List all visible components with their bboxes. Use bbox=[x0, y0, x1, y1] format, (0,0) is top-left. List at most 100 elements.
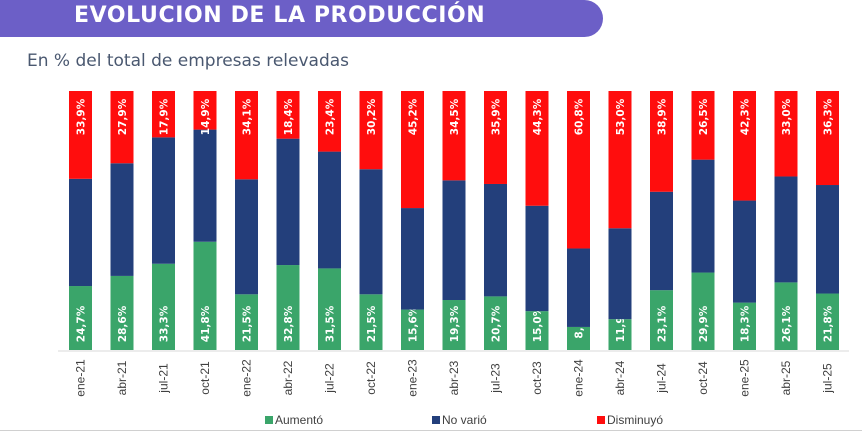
x-tick-label-abr-23: abr-23 bbox=[447, 360, 461, 395]
data-label-disminuyo-jul-22: 23,4% bbox=[325, 98, 337, 135]
bar-segment-aumento-oct-22 bbox=[359, 294, 383, 350]
data-label-aumento-ene-25: 18,3% bbox=[740, 305, 752, 342]
data-label-disminuyo-ene-22: 34,1% bbox=[242, 98, 254, 135]
bar-segment-no-vario-ene-22 bbox=[235, 179, 258, 295]
data-label-disminuyo-oct-21: 14,9% bbox=[200, 98, 212, 135]
bar-segment-no-vario-ene-21 bbox=[69, 178, 92, 287]
title-banner: EVOLUCION DE LA PRODUCCIÓN bbox=[0, 0, 603, 37]
bar-segment-no-vario-jul-25 bbox=[816, 185, 839, 294]
bar-segment-disminuyo-ene-23 bbox=[401, 91, 424, 209]
bar-segment-no-vario-abr-25 bbox=[774, 176, 798, 283]
bar-segment-disminuyo-jul-25 bbox=[816, 91, 839, 186]
data-label-aumento-jul-25: 21,8% bbox=[823, 305, 835, 342]
legend-item-no-vario: No varió bbox=[432, 413, 487, 427]
data-label-aumento-abr-25: 26,1% bbox=[781, 305, 793, 342]
bar-segment-disminuyo-oct-21 bbox=[193, 91, 217, 130]
bar-segment-disminuyo-abr-21 bbox=[110, 91, 134, 164]
data-label-aumento-oct-24: 29,9% bbox=[698, 305, 710, 342]
legend-label-no-vario: No varió bbox=[442, 413, 487, 427]
x-tick-label-abr-21: abr-21 bbox=[115, 360, 129, 395]
bar-segment-no-vario-abr-24 bbox=[608, 228, 632, 320]
bar-segment-aumento-ene-23 bbox=[401, 309, 424, 350]
bar-segment-no-vario-abr-22 bbox=[276, 138, 300, 266]
bar-segment-disminuyo-oct-24 bbox=[691, 91, 715, 160]
data-label-disminuyo-abr-23: 34,5% bbox=[449, 98, 461, 135]
legend-swatch-disminuyo bbox=[597, 416, 605, 424]
bar-segment-disminuyo-ene-25 bbox=[733, 91, 756, 201]
bar-segment-no-vario-abr-21 bbox=[110, 163, 134, 276]
bar-segment-aumento-oct-21 bbox=[193, 241, 217, 350]
bar-segment-disminuyo-ene-24 bbox=[567, 91, 590, 249]
bars-group: 24,7% 33,9% 28,6% 27,9% 33,3% 17,9% 41,8% 14,9%… bbox=[69, 91, 839, 350]
x-tick-label-jul-22: jul-22 bbox=[323, 363, 337, 394]
legend-item-aumento: Aumentó bbox=[265, 413, 323, 427]
bar-segment-disminuyo-jul-24 bbox=[650, 91, 673, 192]
data-label-aumento-abr-21: 28,6% bbox=[117, 305, 129, 342]
bar-segment-disminuyo-jul-21 bbox=[152, 91, 175, 138]
x-tick-label-oct-24: oct-24 bbox=[696, 361, 710, 395]
data-label-disminuyo-jul-25: 36,3% bbox=[823, 98, 835, 135]
bar-segment-disminuyo-jul-23 bbox=[484, 91, 507, 184]
bar-segment-disminuyo-ene-22 bbox=[235, 91, 258, 180]
bar-segment-no-vario-jul-23 bbox=[484, 183, 507, 297]
bar-segment-aumento-oct-24 bbox=[691, 272, 715, 350]
data-label-aumento-ene-21: 24,7% bbox=[76, 305, 88, 342]
chart-title: EVOLUCION DE LA PRODUCCIÓN bbox=[74, 3, 486, 28]
data-label-aumento-ene-22: 21,5% bbox=[242, 305, 254, 342]
data-label-disminuyo-abr-25: 33,0% bbox=[781, 98, 793, 135]
bar-segment-no-vario-oct-23 bbox=[525, 205, 549, 312]
bar-segment-no-vario-oct-22 bbox=[359, 169, 383, 295]
data-label-aumento-oct-22: 21,5% bbox=[366, 305, 378, 342]
legend-label-disminuyo: Disminuyó bbox=[607, 413, 664, 427]
bar-segment-no-vario-jul-21 bbox=[152, 137, 175, 264]
bar-segment-aumento-ene-21 bbox=[69, 286, 92, 350]
data-label-disminuyo-abr-22: 18,4% bbox=[283, 98, 295, 135]
x-tick-label-oct-22: oct-22 bbox=[364, 361, 378, 395]
bar-segment-no-vario-ene-24 bbox=[567, 248, 590, 327]
data-label-disminuyo-oct-23: 44,3% bbox=[532, 98, 544, 135]
bar-segment-aumento-jul-23 bbox=[484, 296, 507, 350]
data-label-disminuyo-jul-23: 35,9% bbox=[491, 98, 503, 135]
bar-segment-disminuyo-abr-24 bbox=[608, 91, 632, 229]
x-tick-label-abr-24: abr-24 bbox=[613, 360, 627, 395]
data-label-aumento-jul-22: 31,5% bbox=[325, 305, 337, 342]
x-tick-label-abr-25: abr-25 bbox=[779, 360, 793, 395]
bar-segment-aumento-ene-25 bbox=[733, 302, 756, 350]
legend-item-disminuyo: Disminuyó bbox=[597, 413, 663, 427]
data-label-aumento-jul-23: 20,7% bbox=[491, 305, 503, 342]
data-label-aumento-abr-23: 19,3% bbox=[449, 305, 461, 342]
legend-label-aumento: Aumentó bbox=[275, 413, 324, 427]
bar-segment-disminuyo-ene-21 bbox=[69, 91, 92, 179]
bar-segment-disminuyo-oct-23 bbox=[525, 91, 549, 206]
bar-segment-aumento-abr-24 bbox=[608, 319, 632, 350]
data-label-aumento-jul-24: 23,1% bbox=[657, 305, 669, 342]
data-label-disminuyo-jul-24: 38,9% bbox=[657, 98, 669, 135]
bar-segment-aumento-oct-23 bbox=[525, 311, 549, 350]
bar-segment-aumento-jul-21 bbox=[152, 263, 175, 350]
bar-segment-no-vario-oct-24 bbox=[691, 159, 715, 273]
bar-segment-aumento-jul-22 bbox=[318, 268, 341, 350]
bar-segment-disminuyo-abr-25 bbox=[774, 91, 798, 177]
x-tick-label-jul-23: jul-23 bbox=[489, 363, 503, 394]
data-label-aumento-jul-21: 33,3% bbox=[159, 305, 171, 342]
data-label-aumento-ene-23: 15,6% bbox=[408, 305, 420, 342]
data-label-aumento-oct-21: 41,8% bbox=[200, 305, 212, 342]
stacked-bar-chart: 24,7% 33,9% 28,6% 27,9% 33,3% 17,9% 41,8% 14,9%… bbox=[58, 91, 849, 397]
legend-swatch-no-vario bbox=[432, 416, 440, 424]
bar-segment-disminuyo-abr-22 bbox=[276, 91, 300, 139]
bottom-divider bbox=[0, 430, 862, 431]
x-tick-label-ene-23: ene-23 bbox=[406, 359, 420, 397]
data-label-disminuyo-jul-21: 17,9% bbox=[159, 98, 171, 135]
bar-segment-no-vario-jul-22 bbox=[318, 151, 341, 269]
data-label-disminuyo-ene-25: 42,3% bbox=[740, 98, 752, 135]
x-tick-label-oct-23: oct-23 bbox=[530, 361, 544, 395]
data-label-disminuyo-oct-22: 30,2% bbox=[366, 98, 378, 135]
legend-swatch-aumento bbox=[265, 416, 273, 424]
data-label-aumento-oct-23: 15,0% bbox=[532, 305, 544, 342]
data-label-disminuyo-oct-24: 26,5% bbox=[698, 98, 710, 135]
data-label-aumento-abr-22: 32,8% bbox=[283, 305, 295, 342]
bar-segment-no-vario-ene-25 bbox=[733, 200, 756, 303]
x-tick-label-ene-25: ene-25 bbox=[738, 359, 752, 397]
x-tick-label-jul-21: jul-21 bbox=[157, 363, 171, 394]
data-label-disminuyo-abr-21: 27,9% bbox=[117, 98, 129, 135]
